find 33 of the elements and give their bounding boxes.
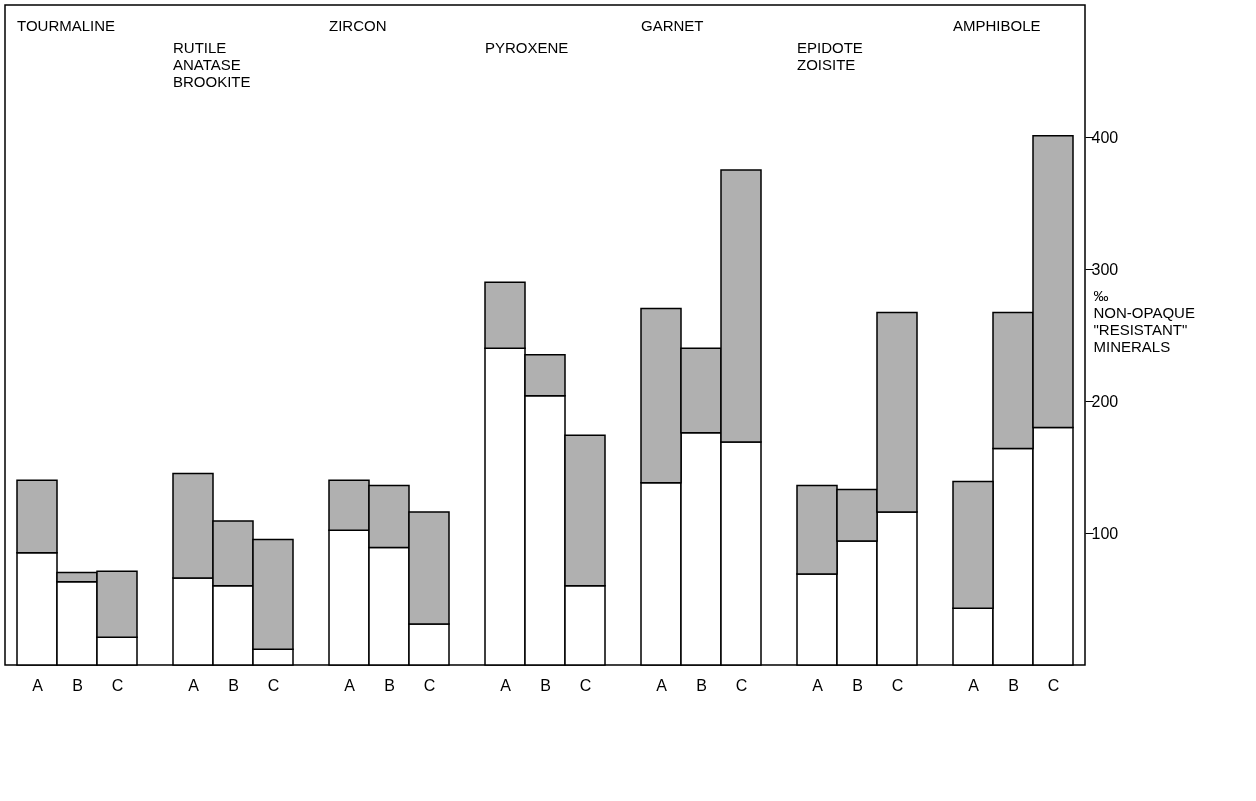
annotation: EPIDOTE ZOISITE — [797, 39, 863, 73]
x-tick-label: A — [188, 676, 200, 694]
x-tick-label: A — [344, 676, 356, 694]
x-tick-label: C — [891, 676, 904, 694]
y-tick-label: 400 — [1091, 128, 1119, 146]
y-tick-label: 100 — [1091, 524, 1119, 542]
annotation: PYROXENE — [485, 39, 569, 56]
x-tick-label: C — [579, 676, 592, 694]
x-tick-label: B — [1008, 676, 1019, 694]
annotation: RUTILE ANATASE BROOKITE — [173, 39, 251, 90]
x-tick-label: C — [267, 676, 280, 694]
x-tick-label: B — [384, 676, 395, 694]
x-tick-label: B — [852, 676, 863, 694]
x-tick-label: A — [656, 676, 668, 694]
x-tick-label: B — [228, 676, 239, 694]
annotation: ZIRCON — [329, 17, 387, 34]
x-tick-label: A — [500, 676, 512, 694]
annotation: TOURMALINE — [17, 17, 116, 34]
annotation: AMPHIBOLE — [953, 17, 1041, 34]
x-tick-label: A — [32, 676, 44, 694]
x-tick-label: A — [812, 676, 824, 694]
x-tick-label: B — [540, 676, 551, 694]
x-tick-label: C — [423, 676, 436, 694]
x-tick-label: B — [696, 676, 707, 694]
y-tick-label: 300 — [1091, 260, 1119, 278]
x-tick-label: B — [72, 676, 83, 694]
x-tick-label: C — [735, 676, 748, 694]
y-tick-label: 200 — [1091, 392, 1119, 410]
x-tick-label: C — [1047, 676, 1060, 694]
y-axis-title: ‰ NON-OPAQUE "RESISTANT" MINERALS — [1093, 287, 1195, 356]
x-tick-label: C — [111, 676, 124, 694]
annotation: GARNET — [641, 17, 704, 34]
x-tick-label: A — [968, 676, 980, 694]
